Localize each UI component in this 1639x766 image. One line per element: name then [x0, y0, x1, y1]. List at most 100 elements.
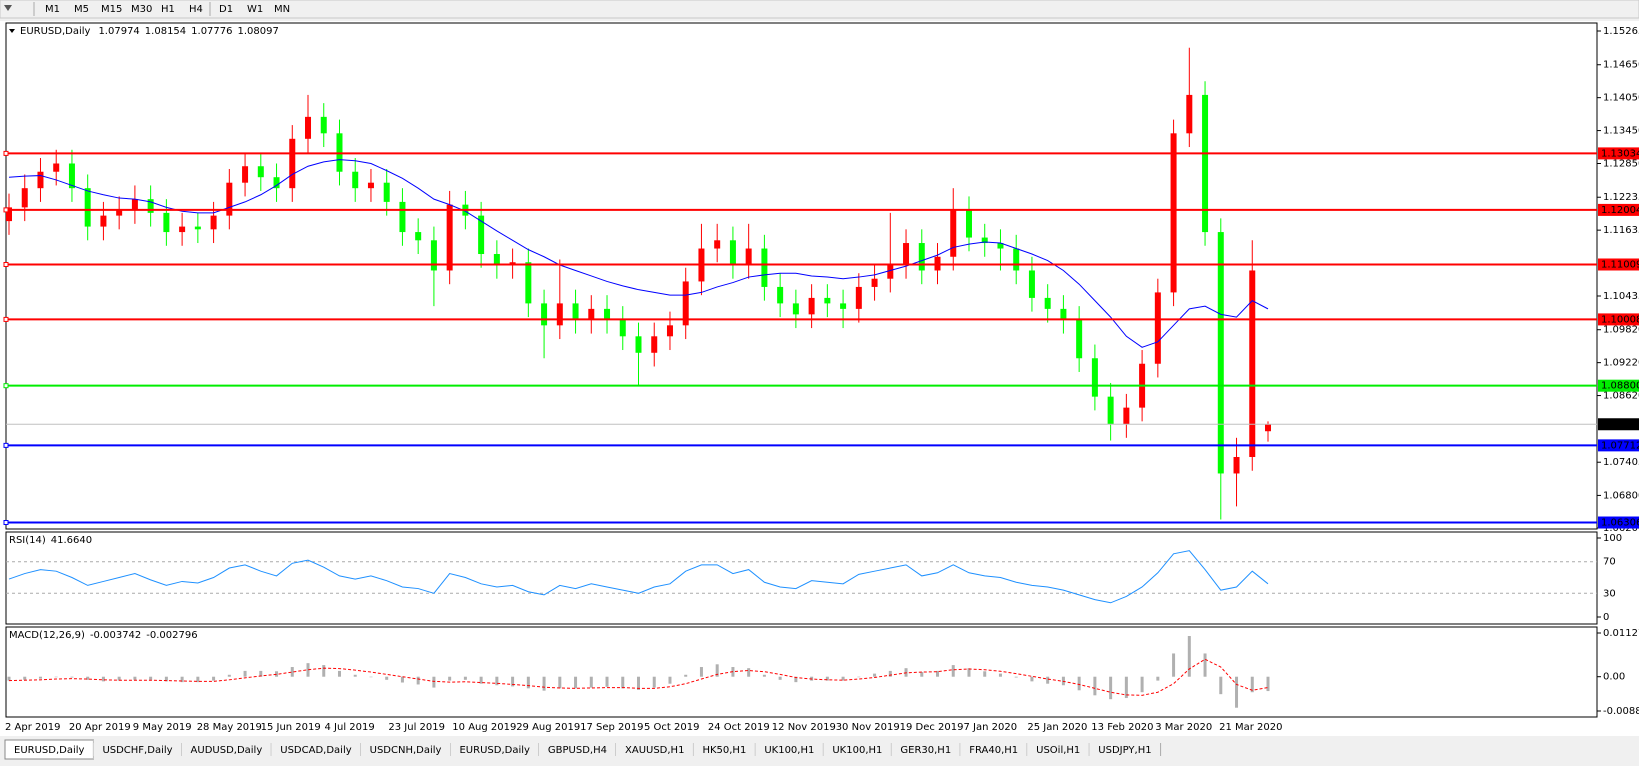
tab-label[interactable]: USOil,H1 — [1036, 745, 1080, 756]
toolbar — [0, 0, 1639, 19]
tab-label[interactable]: USDCNH,Daily — [370, 745, 442, 756]
candle-body — [430, 240, 437, 271]
y-tick-label: 30 — [1603, 588, 1616, 599]
tab-label[interactable]: EURUSD,Daily — [459, 745, 530, 756]
timeframe-button[interactable]: H4 — [189, 4, 203, 15]
tab[interactable] — [616, 740, 694, 759]
candle-body — [273, 177, 280, 189]
macd-bar — [920, 672, 924, 677]
macd-bar — [762, 674, 766, 677]
rsi-panel — [5, 531, 1598, 625]
level-label: 1.13034 — [1601, 148, 1639, 159]
tab[interactable] — [1089, 740, 1161, 759]
candle-body — [808, 297, 815, 315]
tab-label[interactable]: GER30,H1 — [900, 745, 951, 756]
timeframe-button[interactable]: M5 — [74, 4, 89, 15]
candle-body — [745, 248, 752, 265]
macd-bar — [337, 670, 341, 677]
macd-bar — [747, 668, 751, 677]
macd-bar — [873, 673, 877, 677]
candle-body — [1170, 133, 1177, 293]
candle-body — [714, 240, 721, 249]
y-tick-label: 100 — [1603, 533, 1622, 544]
x-tick-label: 2 Apr 2019 — [5, 722, 60, 733]
macd-bar — [888, 670, 892, 677]
tab[interactable] — [360, 740, 451, 759]
timeframe-button[interactable]: MN — [274, 4, 290, 15]
tab-label[interactable]: EURUSD,Daily — [14, 745, 85, 756]
timeframe-button[interactable]: H1 — [161, 4, 175, 15]
tab-label[interactable]: UK100,H1 — [832, 745, 882, 756]
x-tick-label: 9 May 2019 — [133, 722, 192, 733]
tab-label[interactable]: AUDUSD,Daily — [191, 745, 263, 756]
candle-body — [556, 303, 563, 326]
macd-bar — [1156, 676, 1160, 681]
macd-bar — [196, 676, 200, 683]
candle-body — [399, 201, 406, 233]
toolbar-icon[interactable] — [4, 5, 12, 11]
tab-label[interactable]: XAUUSD,H1 — [625, 745, 684, 756]
tab[interactable] — [693, 740, 756, 759]
candle-body — [163, 212, 170, 233]
x-tick-label: 25 Jan 2020 — [1027, 722, 1087, 733]
tab[interactable] — [823, 740, 892, 759]
tab-label[interactable]: USDCAD,Daily — [280, 745, 351, 756]
macd-bar — [684, 674, 688, 677]
tab[interactable] — [271, 740, 361, 759]
candle-body — [572, 303, 579, 320]
candle-body — [1249, 270, 1256, 458]
candle-body — [6, 207, 12, 222]
tab-label[interactable]: FRA40,H1 — [969, 745, 1018, 756]
tab[interactable] — [450, 740, 539, 759]
tab[interactable] — [960, 740, 1028, 759]
macd-signal: -0.002796 — [146, 630, 197, 641]
tab-label[interactable]: HK50,H1 — [702, 745, 746, 756]
candle-body — [37, 171, 44, 189]
y-tick-label: 1.09220 — [1603, 358, 1639, 369]
chart-window — [0, 21, 1639, 736]
tab-label[interactable]: USDCHF,Daily — [102, 745, 172, 756]
tab[interactable] — [1027, 740, 1090, 759]
tab-label[interactable]: USDJPY,H1 — [1098, 745, 1151, 756]
tab[interactable] — [181, 740, 272, 759]
y-tick-label: 70 — [1603, 557, 1616, 568]
timeframe-button[interactable]: M15 — [101, 4, 122, 15]
macd-bar — [101, 676, 105, 682]
candle-body — [635, 336, 642, 353]
candle-body — [871, 278, 878, 287]
candle-body — [210, 215, 217, 230]
timeframe-button[interactable]: W1 — [247, 4, 263, 15]
rsi-header: RSI(14) 41.6640 — [9, 535, 92, 546]
x-tick-label: 21 Mar 2020 — [1219, 722, 1282, 733]
tab[interactable] — [755, 740, 824, 759]
tab[interactable] — [93, 740, 182, 759]
tab[interactable] — [891, 740, 961, 759]
timeframe-button[interactable]: M30 — [131, 4, 152, 15]
macd-title: MACD(12,26,9) — [9, 630, 85, 641]
macd-signal — [8, 658, 1269, 696]
collapse-icon[interactable] — [9, 29, 15, 33]
macd-bar — [180, 676, 184, 683]
main-header: EURUSD,Daily 1.07974 1.08154 1.07776 1.08097 — [20, 26, 279, 37]
level-label-box — [1598, 258, 1639, 271]
tab-label[interactable]: UK100,H1 — [764, 745, 814, 756]
candle-body — [1202, 94, 1209, 233]
tab[interactable] — [538, 740, 616, 759]
candle-body — [415, 232, 422, 241]
candle-body — [68, 163, 75, 189]
timeframe-button[interactable]: D1 — [219, 4, 233, 15]
timeframe-button[interactable]: M1 — [45, 4, 60, 15]
x-tick-label: 13 Feb 2020 — [1091, 722, 1153, 733]
macd-bar — [495, 676, 499, 686]
candle-body — [777, 286, 784, 304]
candle-body — [1107, 396, 1114, 425]
candle-body — [541, 303, 548, 326]
x-tick-label: 3 Mar 2020 — [1155, 722, 1212, 733]
rsi-last: 41.6640 — [51, 535, 92, 546]
candle-body — [824, 297, 831, 304]
macd-bar — [164, 676, 168, 682]
tab-label[interactable]: GBPUSD,H4 — [548, 745, 607, 756]
macd-bar — [1077, 676, 1081, 691]
candle-body — [1060, 308, 1067, 320]
